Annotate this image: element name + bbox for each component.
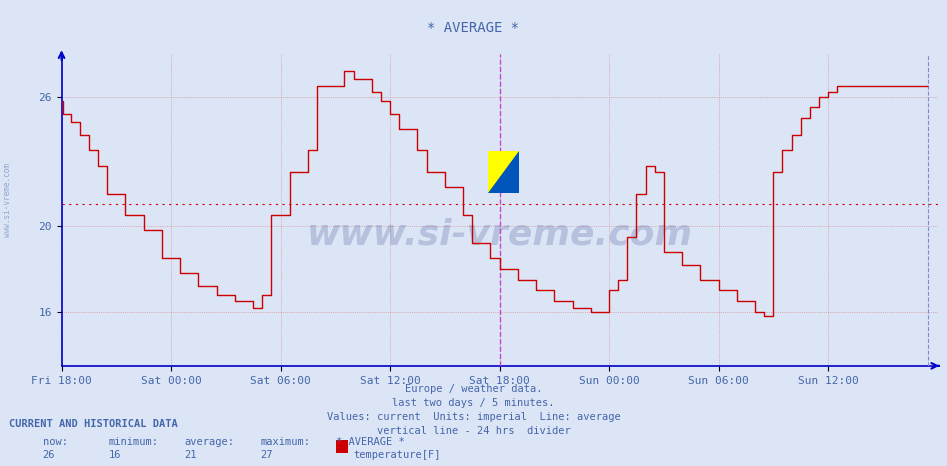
Text: average:: average: xyxy=(185,437,235,447)
Text: * AVERAGE *: * AVERAGE * xyxy=(336,437,405,447)
Polygon shape xyxy=(488,151,519,193)
Text: now:: now: xyxy=(43,437,67,447)
Text: www.si-vreme.com: www.si-vreme.com xyxy=(307,218,692,252)
Text: www.si-vreme.com: www.si-vreme.com xyxy=(3,164,12,237)
Text: temperature[F]: temperature[F] xyxy=(353,450,440,459)
Text: 26: 26 xyxy=(43,450,55,459)
Text: 16: 16 xyxy=(109,450,121,459)
Text: 27: 27 xyxy=(260,450,273,459)
Text: minimum:: minimum: xyxy=(109,437,159,447)
Text: * AVERAGE *: * AVERAGE * xyxy=(427,21,520,35)
Text: maximum:: maximum: xyxy=(260,437,311,447)
Text: Europe / weather data.
last two days / 5 minutes.
Values: current  Units: imperi: Europe / weather data. last two days / 5… xyxy=(327,384,620,437)
Text: CURRENT AND HISTORICAL DATA: CURRENT AND HISTORICAL DATA xyxy=(9,419,178,429)
Text: 21: 21 xyxy=(185,450,197,459)
